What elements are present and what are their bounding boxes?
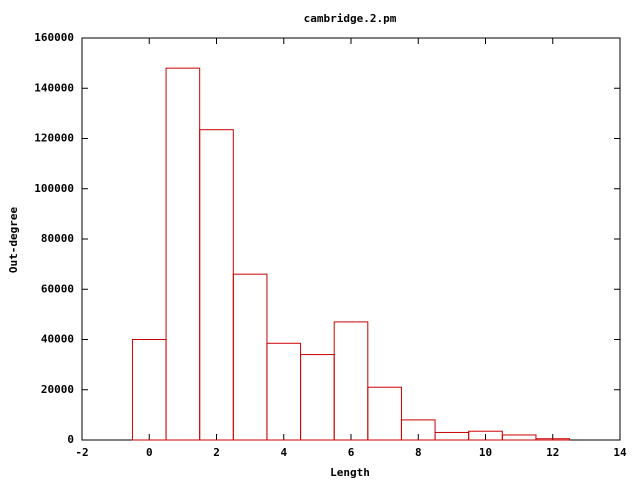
x-tick-label: 0 — [146, 446, 153, 459]
bar — [333, 321, 369, 441]
bar — [501, 434, 537, 441]
y-tick-label: 20000 — [41, 383, 74, 396]
y-axis-label: Out-degree — [7, 207, 20, 274]
chart-title: cambridge.2.pm — [304, 12, 397, 25]
x-tick-label: 10 — [479, 446, 492, 459]
bar — [266, 342, 302, 441]
x-tick-label: 2 — [213, 446, 220, 459]
y-tick-label: 160000 — [34, 31, 74, 44]
y-tick-label: 120000 — [34, 132, 74, 145]
bar — [367, 386, 402, 441]
bar — [300, 354, 335, 441]
bar — [400, 419, 436, 441]
x-tick-label: 14 — [613, 446, 627, 459]
y-tick-label: 0 — [67, 433, 74, 446]
x-tick-label: 6 — [348, 446, 355, 459]
x-tick-label: 4 — [280, 446, 287, 459]
y-tick-label: 60000 — [41, 282, 74, 295]
y-tick-label: 40000 — [41, 333, 74, 346]
x-axis-label: Length — [330, 466, 370, 479]
bar — [199, 129, 234, 441]
y-tick-label: 100000 — [34, 182, 74, 195]
bar — [131, 339, 167, 441]
y-tick-label: 140000 — [34, 81, 74, 94]
y-tick-label: 80000 — [41, 232, 74, 245]
bar — [535, 438, 571, 441]
x-tick-label: -2 — [75, 446, 88, 459]
plot-frame — [81, 37, 621, 441]
bar — [165, 67, 201, 441]
bar — [232, 273, 268, 441]
x-tick-label: 12 — [546, 446, 559, 459]
x-tick-label: 8 — [415, 446, 422, 459]
bar — [434, 431, 470, 441]
